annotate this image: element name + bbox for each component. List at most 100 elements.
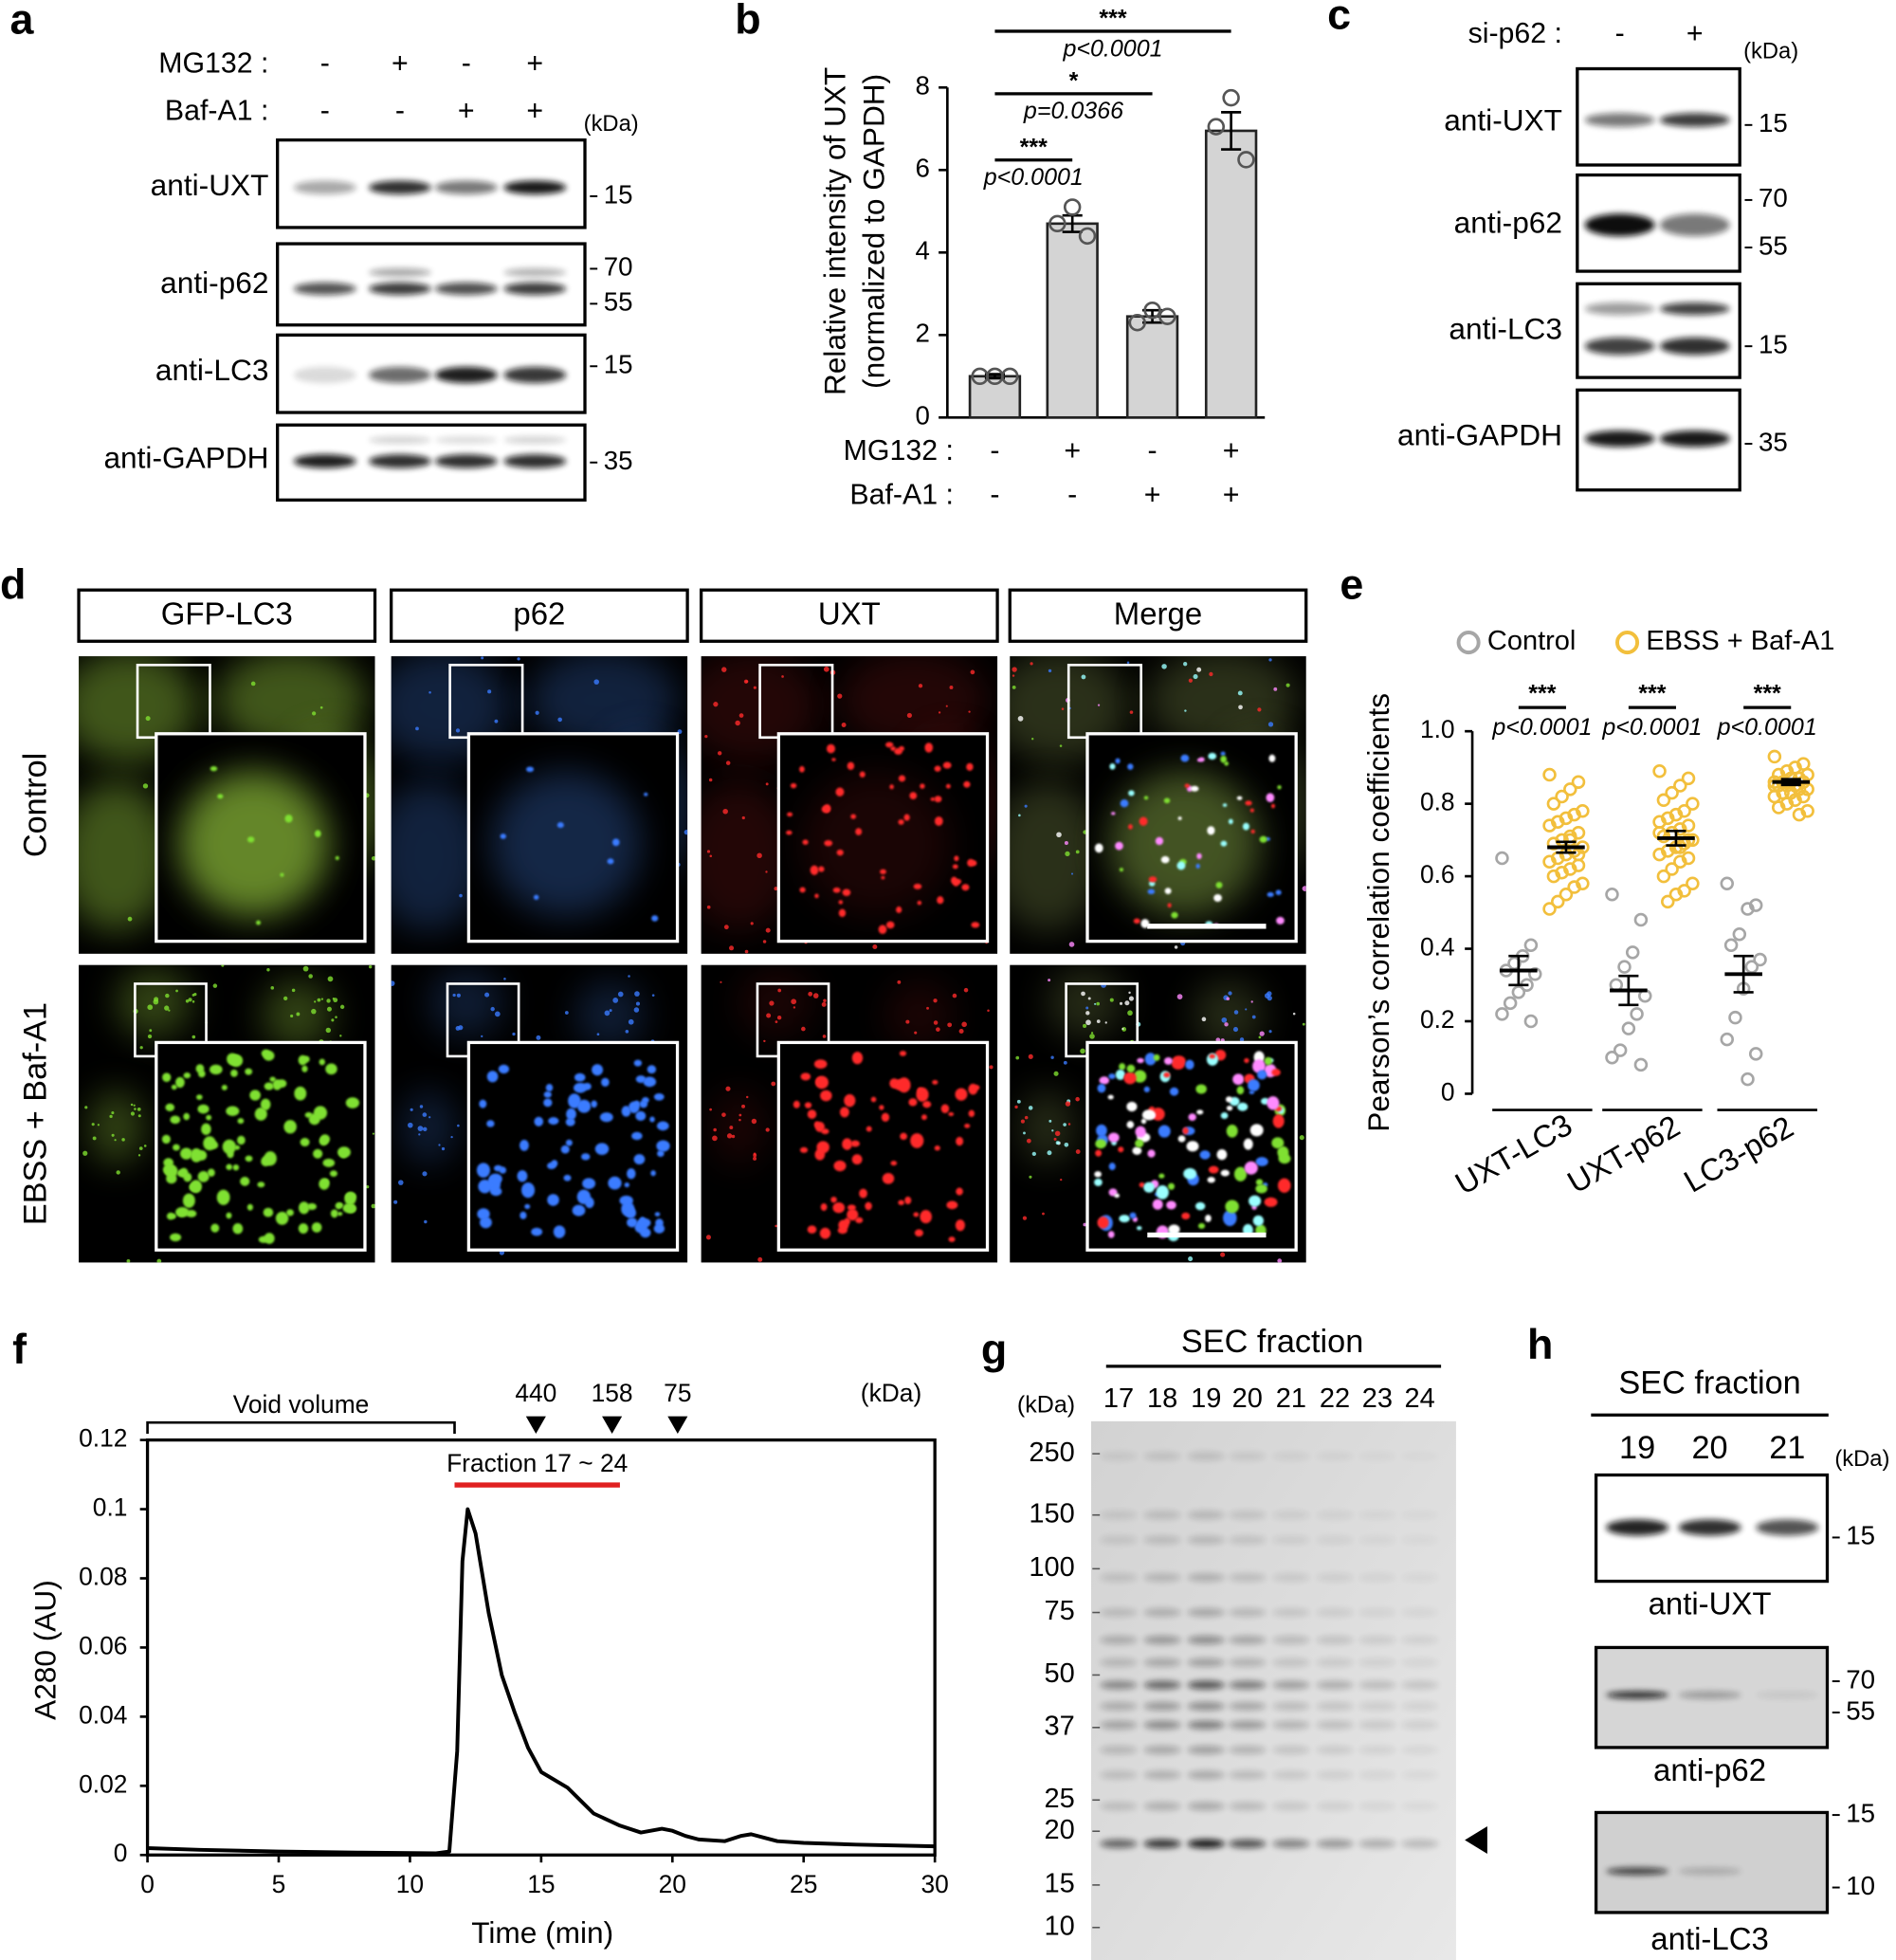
- blot-band: [293, 282, 356, 296]
- inset-puncta: [842, 1138, 852, 1150]
- gel-band: [1143, 1511, 1181, 1520]
- puncta: [725, 760, 731, 765]
- gel-band: [1143, 1607, 1181, 1618]
- inset-puncta: [479, 1217, 492, 1229]
- inset-puncta: [1141, 1109, 1156, 1121]
- marker-label: 35: [1759, 427, 1788, 456]
- puncta: [713, 1127, 717, 1132]
- gel-band: [1400, 1680, 1439, 1690]
- x-tick-label: UXT-p62: [1561, 1108, 1686, 1200]
- puncta: [1161, 664, 1167, 669]
- puncta: [1063, 1060, 1067, 1065]
- condition-sign: +: [526, 48, 543, 80]
- inset-puncta: [865, 1201, 872, 1211]
- puncta: [536, 1035, 541, 1040]
- puncta: [1285, 683, 1290, 687]
- puncta: [1050, 1055, 1054, 1059]
- inset-puncta: [948, 1236, 956, 1242]
- puncta: [1109, 998, 1114, 1002]
- gel-band: [1143, 1658, 1181, 1667]
- inset-puncta: [799, 765, 805, 773]
- inset-puncta: [1143, 1181, 1155, 1193]
- inset-puncta: [180, 1147, 192, 1160]
- p-value: p<0.0001: [1717, 714, 1817, 741]
- gel-band: [1316, 1770, 1354, 1780]
- inset-puncta: [325, 1063, 337, 1075]
- inset-puncta: [337, 1202, 343, 1208]
- puncta: [961, 1021, 967, 1028]
- puncta: [741, 815, 745, 820]
- puncta: [441, 1146, 446, 1151]
- inset-cell-body: [491, 771, 642, 917]
- inset-puncta: [1249, 1090, 1255, 1094]
- puncta: [1085, 1006, 1089, 1010]
- y-tick-label: 0: [915, 401, 929, 430]
- data-point: [1605, 1050, 1619, 1065]
- inset-cell-body: [1109, 771, 1260, 917]
- inset-puncta: [254, 1107, 267, 1121]
- inset-puncta: [653, 1223, 665, 1234]
- inset-puncta: [1132, 1146, 1142, 1155]
- data-point: [1686, 876, 1700, 890]
- inset-puncta: [545, 1084, 554, 1092]
- lane-label: 17: [1103, 1383, 1134, 1414]
- puncta: [1024, 804, 1028, 808]
- puncta: [905, 1019, 910, 1024]
- blot-band: [1659, 337, 1730, 356]
- inset-puncta: [650, 1170, 656, 1177]
- data-point: [1673, 779, 1687, 793]
- significance-stars: *: [1069, 68, 1079, 95]
- inset-puncta: [899, 1051, 907, 1056]
- inset-puncta: [1118, 1146, 1124, 1153]
- inset-puncta: [820, 1202, 828, 1211]
- data-point: [1542, 818, 1557, 833]
- micrograph: [391, 964, 688, 1263]
- puncta: [709, 1108, 712, 1111]
- inset-puncta: [917, 900, 922, 906]
- inset-puncta: [1196, 852, 1202, 860]
- puncta: [968, 710, 971, 713]
- y-tick-label: 0.04: [79, 1700, 127, 1729]
- data-point: [1542, 854, 1557, 870]
- inset-puncta: [910, 1133, 924, 1148]
- puncta: [936, 1027, 940, 1032]
- blot-band: [1584, 337, 1655, 356]
- inset-puncta: [896, 906, 902, 913]
- puncta: [753, 1152, 757, 1156]
- gel-band: [1272, 1720, 1310, 1730]
- blot-band: [503, 366, 567, 384]
- gel-band: [1100, 1720, 1138, 1730]
- puncta: [781, 675, 784, 678]
- puncta: [422, 1112, 428, 1117]
- inset-puncta: [851, 1052, 864, 1065]
- puncta: [757, 1256, 763, 1262]
- puncta: [1028, 1106, 1033, 1110]
- puncta: [185, 999, 190, 1003]
- inset-puncta: [311, 1222, 322, 1233]
- blot-band: [503, 180, 567, 194]
- x-axis-label: Time (min): [471, 1915, 613, 1950]
- puncta: [116, 1170, 120, 1175]
- p-value: p<0.0001: [1601, 714, 1702, 741]
- inset-puncta: [934, 765, 941, 772]
- inset-puncta: [210, 766, 218, 772]
- inset-puncta: [937, 896, 944, 905]
- puncta: [731, 1134, 736, 1139]
- puncta: [371, 855, 375, 861]
- inset-puncta: [934, 816, 943, 826]
- marker-label: 15: [1846, 1798, 1875, 1827]
- inset-puncta: [182, 1193, 195, 1208]
- inset-puncta: [637, 1218, 651, 1228]
- ladder-label: 25: [1045, 1784, 1075, 1814]
- puncta: [635, 1001, 641, 1006]
- x-tick-label: UXT-LC3: [1449, 1107, 1578, 1201]
- gel-band: [1228, 1745, 1267, 1755]
- puncta: [296, 1012, 301, 1017]
- puncta: [422, 1127, 428, 1132]
- marker-label: 55: [1846, 1695, 1875, 1725]
- inset-puncta: [574, 1082, 588, 1093]
- puncta: [1188, 1256, 1194, 1262]
- inset-puncta: [850, 814, 857, 819]
- puncta: [266, 968, 270, 972]
- inset-puncta: [656, 1140, 670, 1152]
